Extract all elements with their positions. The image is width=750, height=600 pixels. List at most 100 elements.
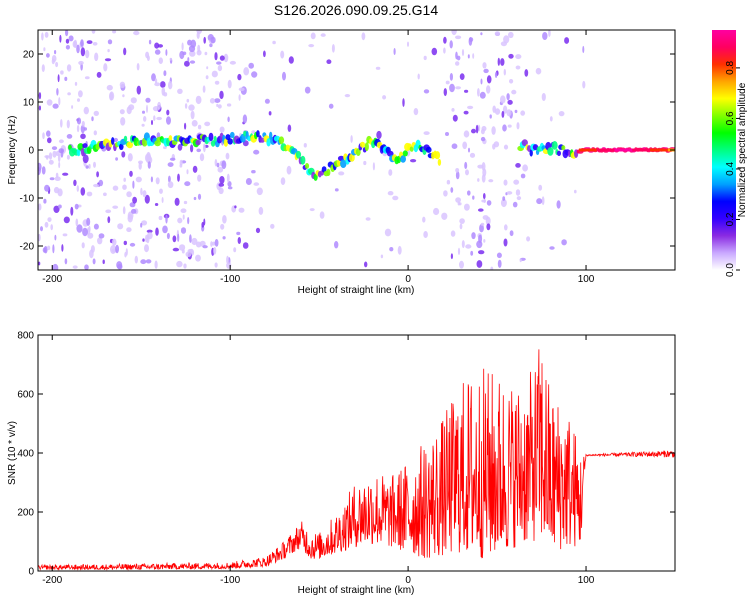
spectrogram-cell [153,115,156,122]
spectrogram-cell [451,30,457,36]
spectrogram-cell [110,245,117,254]
spectrogram-cell [481,199,486,203]
spectrogram-cell [549,246,555,250]
spectrogram-cell [76,117,82,125]
spectrogram-cell [410,159,417,163]
spectrogram-cell [204,121,211,127]
spectrogram-cell [509,79,514,84]
spectrogram-cell [123,240,128,246]
spectrogram-cell [176,260,183,268]
spectrogram-trace-cell [547,147,554,156]
spectrogram-cell [515,163,521,168]
spectrogram-cell [133,30,140,36]
spectrogram-cell [489,114,492,119]
spectrogram-cell [166,232,170,240]
spectrogram-cell [54,234,57,241]
spectrogram-cell [52,150,57,158]
spectrogram-cell [251,71,258,78]
spectrogram-cell [126,227,132,233]
spectrogram-cell [132,180,135,189]
spectrogram-cell [205,75,209,80]
spectrogram-cell [38,261,41,266]
spectrogram-cell [75,218,79,227]
spectrogram-cell [471,128,476,134]
spectrogram-cell [494,108,501,115]
spectrogram-cell [189,234,192,243]
spectrogram-cell [119,109,125,115]
spectrogram-cell [445,80,450,85]
spectrogram-cell [65,38,70,44]
spectrogram-cell [154,260,158,269]
spectrogram-cell [113,137,119,143]
spectrogram-cell [46,130,51,137]
snr-ytick-label: 600 [17,390,34,401]
spectrogram-cell [515,189,521,196]
spectrogram-cell [214,52,218,61]
spectrogram-cell [280,50,285,59]
spectrogram-cell [57,153,61,163]
spectrogram-trace-cell [111,137,115,145]
spectrogram-cell [73,179,77,186]
spectrogram-trace-cell [278,136,285,145]
spectrogram-ytick-label: 20 [23,50,35,61]
snr-xtick-label: -200 [42,575,62,586]
spectrogram-cell [127,211,134,220]
spectrogram-cell [102,259,105,265]
spectrogram-cell [78,60,84,65]
spectrogram-cell [72,265,78,269]
spectrogram-cell [124,251,127,258]
snr-ticks: -200 -100 0 100 0 200 400 600 800 [17,331,675,586]
spectrogram-core-cell [664,148,668,152]
spectrogram-cell [220,223,225,230]
spectrogram-cell [468,147,470,153]
spectrogram-cell [457,247,461,255]
figure-title: S126.2026.090.09.25.G14 [274,2,438,18]
spectrogram-cell [201,221,205,228]
spectrogram-cell [477,88,480,97]
spectrogram-cell [159,188,163,194]
spectrogram-trace-cell [126,141,134,149]
spectrogram-cell [471,232,476,240]
spectrogram-cell [561,239,567,246]
spectrogram-cell [204,51,208,56]
spectrogram-cell [91,30,96,34]
spectrogram-cell [58,139,64,144]
spectrogram-cell [256,187,263,196]
spectrogram-core-cell [632,148,636,152]
spectrogram-cell [53,186,60,194]
spectrogram-core-cell [635,148,640,152]
spectrogram-trace-cell [561,145,566,151]
spectrogram-cell [214,98,221,103]
spectrogram-cell [59,34,62,43]
spectrogram-cell [197,174,202,182]
spectrogram-cell [203,143,206,153]
spectrogram-cell [464,89,469,93]
spectrogram-cell [210,36,216,44]
spectrogram-cell [58,161,61,169]
spectrogram-cell [154,49,161,55]
snr-ytick-label: 400 [17,449,34,460]
spectrogram-trace-cell [266,138,271,147]
spectrogram-cell [147,232,153,240]
spectrogram-cell [479,91,486,99]
snr-ytick-label: 200 [17,508,34,519]
spectrogram-cell [112,185,119,191]
spectrogram-cell [219,90,224,100]
spectrogram-cell [148,39,152,45]
spectrogram-cell [211,241,216,246]
spectrogram-cell [365,217,371,221]
spectrogram-cell [582,45,585,54]
spectrogram-cell [107,49,110,53]
spectrogram-cell [469,152,476,158]
spectrogram-cell [407,41,409,47]
spectrogram-cell [472,53,475,59]
spectrogram-cell [145,97,151,103]
spectrogram-cell [158,215,163,221]
spectrogram-trace-cell [551,141,558,150]
snr-xtick-label: 0 [405,575,411,586]
spectrogram-cell [167,181,174,189]
spectrogram-cell [494,31,501,36]
spectrogram-cell [130,97,137,104]
spectrogram-cell [52,103,59,109]
spectrogram-cell [38,92,42,100]
